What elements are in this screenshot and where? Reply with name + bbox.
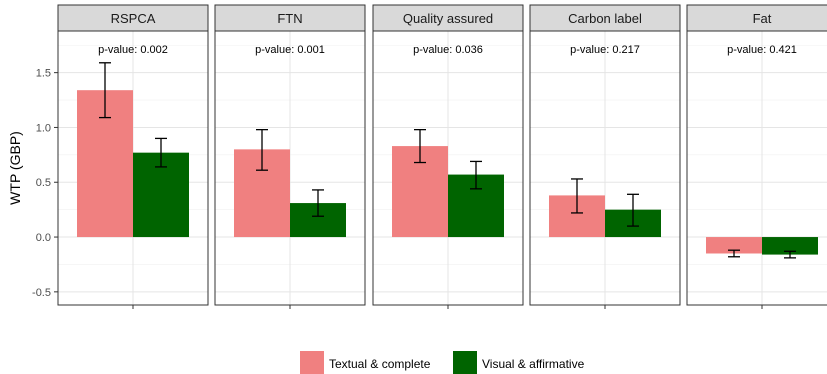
strip-header: [57, 4, 209, 32]
error-bar: [728, 249, 740, 258]
error-bar: [256, 128, 268, 171]
error-bar: [627, 193, 639, 227]
error-bar: [155, 137, 167, 168]
legend-swatch: [453, 351, 477, 374]
strip-header: [214, 4, 366, 32]
y-tick-label: 1.5: [36, 68, 51, 80]
y-tick-label: -0.5: [32, 287, 51, 299]
bar-textual-complete: [706, 237, 762, 254]
panel-background: [687, 31, 827, 305]
panel-fat: Fat p-value: 0.421: [686, 4, 827, 309]
facet-panels: RSPCA p-value: 0.002 FTN p-value: 0.001 Qual…: [57, 4, 827, 309]
strip-title: RSPCA: [111, 11, 156, 26]
legend-label: Visual & affirmative: [482, 357, 585, 371]
error-bar: [312, 189, 324, 217]
error-bar: [414, 128, 426, 164]
legend-item-textual-complete: Textual & complete: [300, 351, 431, 374]
p-value-annotation: p-value: 0.002: [98, 44, 168, 56]
strip-title: Carbon label: [568, 11, 642, 26]
legend-item-visual-affirmative: Visual & affirmative: [453, 351, 585, 374]
strip-title: Fat: [753, 11, 772, 26]
error-bar: [99, 62, 111, 119]
y-tick-label: 1.0: [36, 122, 51, 134]
strip-header: [686, 4, 827, 32]
error-bar: [470, 160, 482, 190]
strip-title: Quality assured: [403, 11, 493, 26]
y-axis-label: WTP (GBP): [7, 131, 23, 205]
legend-swatch: [300, 351, 324, 374]
error-bar: [571, 178, 583, 214]
strip-title: FTN: [277, 11, 302, 26]
panel-ftn: FTN p-value: 0.001: [214, 4, 366, 309]
p-value-annotation: p-value: 0.421: [727, 44, 797, 56]
panel-quality-assured: Quality assured p-value: 0.036: [372, 4, 524, 309]
y-tick-label: 0.0: [36, 232, 51, 244]
strip-header: [529, 4, 681, 32]
y-axis: -0.5 0.0 0.5 1.0 1.5: [32, 68, 58, 299]
legend: Textual & complete Visual & affirmative: [300, 351, 585, 374]
panel-rspca: RSPCA p-value: 0.002: [57, 4, 209, 309]
p-value-annotation: p-value: 0.217: [570, 44, 640, 56]
error-bar: [784, 250, 796, 259]
p-value-annotation: p-value: 0.036: [413, 44, 483, 56]
p-value-annotation: p-value: 0.001: [255, 44, 325, 56]
bar-visual-affirmative: [762, 237, 818, 255]
panel-carbon-label: Carbon label p-value: 0.217: [529, 4, 681, 309]
legend-label: Textual & complete: [329, 357, 431, 371]
y-tick-label: 0.5: [36, 177, 51, 189]
